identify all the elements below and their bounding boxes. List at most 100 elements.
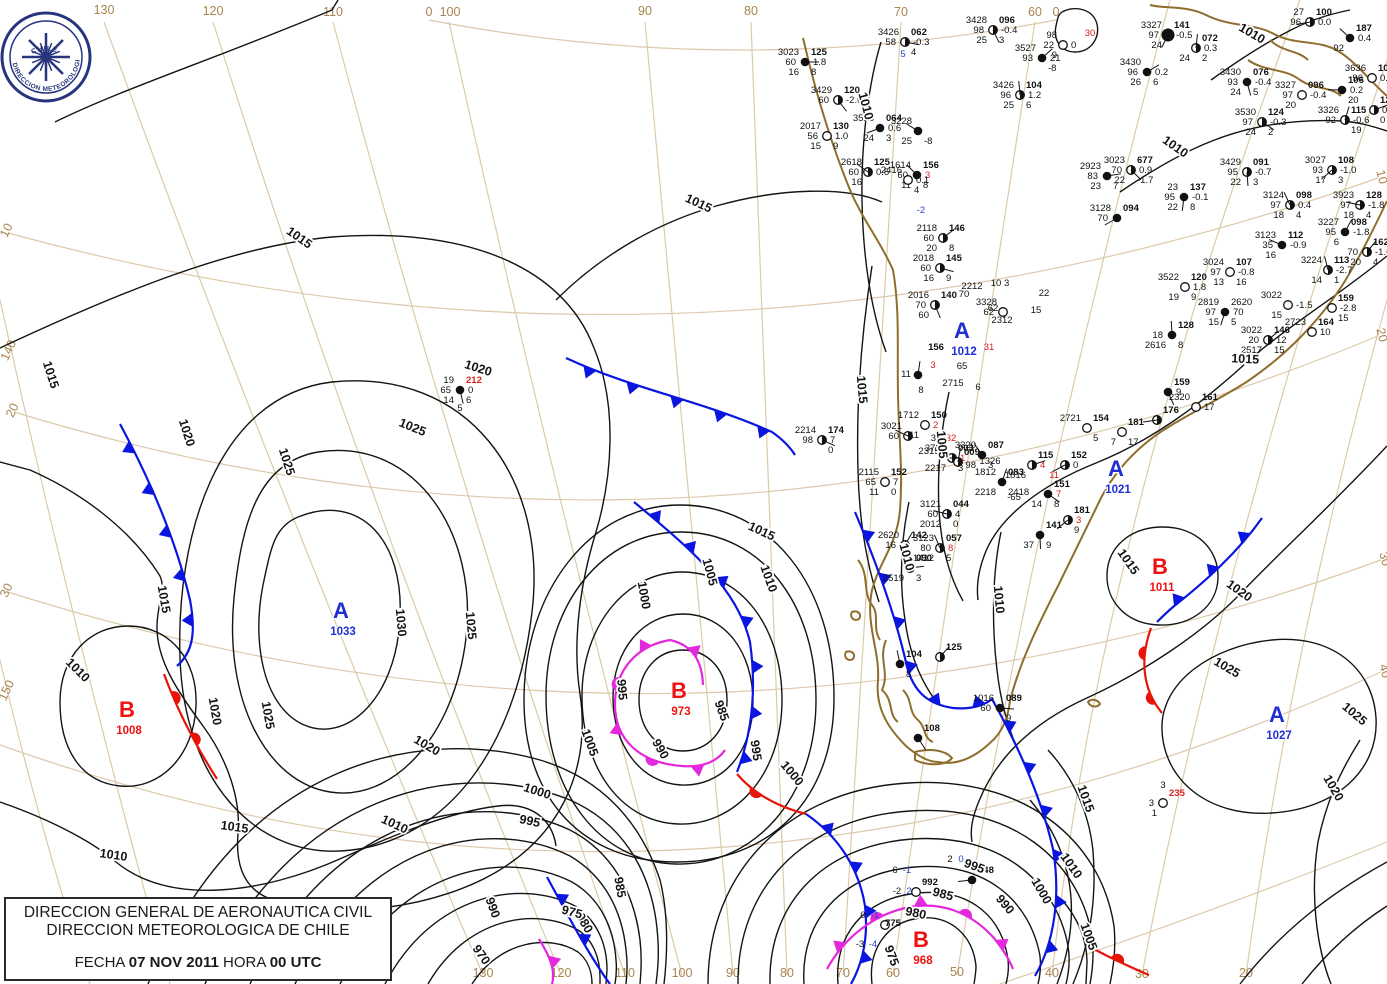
svg-text:60: 60 [897, 170, 908, 181]
svg-text:3: 3 [988, 460, 993, 471]
svg-text:677: 677 [1137, 155, 1153, 166]
svg-text:60: 60 [980, 703, 991, 714]
svg-text:3123: 3123 [1255, 230, 1276, 241]
svg-text:6: 6 [975, 382, 980, 393]
svg-text:3: 3 [886, 133, 891, 144]
svg-text:159: 159 [1338, 293, 1354, 304]
svg-text:31: 31 [984, 342, 995, 353]
svg-text:10: 10 [1320, 327, 1331, 338]
svg-text:-2: -2 [893, 886, 901, 897]
svg-text:128: 128 [1178, 320, 1194, 331]
svg-text:104: 104 [1026, 80, 1043, 91]
station-plot: 992 [911, 877, 938, 897]
svg-text:60: 60 [923, 233, 934, 244]
svg-text:70: 70 [915, 300, 926, 311]
station-plot: 1210.20 [1369, 95, 1387, 126]
svg-text:108: 108 [1338, 155, 1354, 166]
svg-text:141: 141 [1046, 520, 1063, 531]
svg-text:-0.4: -0.4 [1001, 25, 1017, 36]
fecha-label: FECHA [74, 954, 125, 971]
svg-text:0: 0 [1380, 115, 1385, 126]
svg-text:96: 96 [1127, 67, 1138, 78]
svg-text:20: 20 [1248, 335, 1259, 346]
svg-text:0: 0 [860, 910, 865, 921]
svg-text:142: 142 [911, 530, 927, 541]
svg-text:90: 90 [726, 966, 740, 980]
svg-text:7: 7 [1113, 181, 1118, 192]
svg-text:7: 7 [1056, 489, 1061, 500]
svg-text:0: 0 [426, 5, 433, 19]
svg-text:1712: 1712 [898, 410, 919, 421]
svg-text:60: 60 [920, 263, 931, 274]
svg-text:3023: 3023 [778, 47, 799, 58]
svg-text:3: 3 [999, 35, 1004, 46]
svg-text:3024: 3024 [1203, 257, 1224, 268]
svg-text:-8: -8 [1048, 63, 1056, 74]
svg-text:1: 1 [960, 453, 965, 464]
station-plot: 70 162-1.6 20 4 [1347, 237, 1387, 268]
svg-text:1412: 1412 [913, 553, 934, 564]
svg-text:A: A [954, 318, 970, 343]
svg-text:17: 17 [1128, 437, 1139, 448]
front-warm [1093, 948, 1150, 977]
svg-text:7: 7 [893, 477, 898, 488]
svg-text:162: 162 [1373, 237, 1387, 248]
svg-text:1008: 1008 [116, 725, 142, 737]
svg-text:0.3: 0.3 [1204, 43, 1217, 54]
svg-text:40: 40 [1045, 966, 1059, 980]
svg-text:154: 154 [1093, 413, 1110, 424]
svg-text:22: 22 [1043, 40, 1054, 51]
svg-text:2115: 2115 [859, 467, 879, 478]
svg-text:0: 0 [891, 487, 896, 498]
svg-text:8: 8 [949, 243, 954, 254]
svg-text:0.4: 0.4 [1358, 33, 1371, 44]
svg-text:98: 98 [1046, 30, 1057, 41]
svg-text:2715: 2715 [942, 378, 963, 389]
front-occl [609, 638, 726, 777]
svg-text:1021: 1021 [1105, 484, 1131, 496]
svg-text:-1.5: -1.5 [1296, 300, 1312, 311]
svg-text:22: 22 [1167, 202, 1178, 213]
svg-text:-1.7: -1.7 [1137, 175, 1153, 186]
svg-text:3426: 3426 [878, 27, 899, 38]
svg-text:181: 181 [1128, 417, 1145, 428]
svg-text:980: 980 [904, 904, 927, 922]
station-plot: 009 [953, 447, 980, 467]
svg-text:120: 120 [1191, 272, 1207, 283]
svg-text:97: 97 [1340, 200, 1351, 211]
svg-text:2: 2 [933, 420, 938, 431]
svg-text:B: B [913, 927, 929, 952]
svg-text:1812: 1812 [975, 467, 996, 478]
svg-text:125: 125 [946, 642, 963, 653]
svg-text:8: 8 [948, 543, 953, 554]
svg-text:1010: 1010 [99, 846, 129, 864]
svg-text:6: 6 [892, 865, 897, 876]
svg-text:775: 775 [885, 918, 902, 929]
svg-text:9: 9 [946, 273, 951, 284]
svg-text:0.4: 0.4 [1298, 200, 1311, 211]
svg-text:9: 9 [1052, 50, 1057, 61]
svg-text:0.0: 0.0 [1318, 17, 1331, 28]
svg-text:990: 990 [483, 895, 503, 919]
svg-text:19: 19 [1168, 292, 1179, 303]
svg-text:-4: -4 [869, 939, 877, 950]
svg-text:58: 58 [885, 37, 896, 48]
svg-text:-0.3: -0.3 [1270, 117, 1286, 128]
svg-text:70: 70 [1097, 213, 1108, 224]
svg-text:087: 087 [988, 440, 1004, 451]
svg-text:009: 009 [964, 447, 980, 458]
svg-text:985: 985 [611, 876, 628, 899]
svg-text:90: 90 [638, 4, 652, 18]
svg-text:2616: 2616 [1145, 340, 1166, 351]
svg-text:003: 003 [958, 443, 974, 454]
